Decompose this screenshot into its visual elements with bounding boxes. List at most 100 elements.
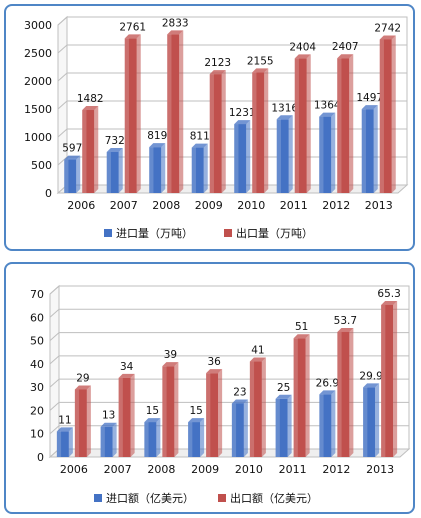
bar-top [56, 427, 73, 432]
bar-highlight [363, 387, 368, 457]
bar-top [167, 30, 184, 35]
bar-front [337, 58, 350, 193]
bar-top [74, 385, 91, 390]
bar-front [275, 398, 288, 457]
bar-side [112, 422, 117, 457]
legend: 进口额（亿美元） 出口额（亿美元） [94, 491, 318, 505]
data-label: 1231 [229, 107, 256, 119]
bar [379, 35, 396, 194]
bar-top [249, 357, 266, 362]
import-export-value-chart: 0 10 20 30 40 50 60 70 11 29 2006 13 34 2007 15 39 2008 1… [4, 262, 415, 514]
data-label: 819 [147, 130, 167, 142]
bar-highlight [162, 366, 167, 457]
x-tick-label: 2011 [280, 199, 308, 212]
bar-highlight [124, 38, 129, 193]
bar-side [391, 35, 396, 193]
bar [337, 327, 354, 457]
bar-front [381, 304, 394, 457]
y-tick-label: 30 [30, 381, 44, 394]
bar-front [319, 116, 332, 193]
bar-front [82, 110, 95, 193]
bar [188, 418, 205, 457]
bar [82, 106, 99, 193]
x-tick-label: 2009 [191, 463, 219, 476]
data-label: 1497 [356, 92, 383, 104]
bar-front [149, 147, 162, 193]
x-tick-label: 2012 [322, 463, 350, 476]
bar-side [136, 34, 141, 193]
bar [106, 148, 123, 193]
data-label: 51 [295, 321, 308, 333]
x-tick-label: 2008 [152, 199, 180, 212]
data-label: 811 [190, 131, 210, 143]
bar-highlight [337, 58, 342, 193]
bar-front [118, 377, 131, 457]
bar-highlight [82, 110, 87, 193]
gridline [57, 72, 407, 82]
bar-side [94, 106, 99, 193]
bar-side [118, 148, 123, 193]
bar-highlight [144, 422, 149, 457]
bar-highlight [100, 426, 105, 457]
legend-label: 出口量（万吨） [236, 226, 313, 240]
bar-side [130, 373, 135, 457]
bar-highlight [337, 331, 342, 457]
data-label: 597 [62, 143, 82, 155]
bar-highlight [275, 398, 280, 457]
bar [209, 70, 226, 193]
bar-highlight [188, 422, 193, 457]
bar-top [361, 105, 378, 110]
bar [337, 54, 354, 193]
gridline [57, 16, 407, 26]
bar-front [106, 152, 119, 193]
bar-side [261, 357, 266, 457]
legend: 进口量（万吨） 出口量（万吨） [104, 226, 313, 240]
data-label: 2123 [204, 57, 231, 69]
bar-side [221, 70, 226, 193]
bar [100, 422, 117, 457]
bar-highlight [234, 124, 239, 193]
bar-front [64, 159, 77, 193]
bar-highlight [56, 431, 62, 457]
bar [234, 120, 251, 193]
bar-front [124, 38, 137, 193]
bar-highlight [149, 147, 154, 193]
bar-front [74, 389, 87, 457]
bar-highlight [74, 389, 80, 457]
bar-front [188, 422, 201, 457]
bar [249, 357, 266, 457]
bar-top [106, 148, 123, 153]
bar-front [206, 373, 219, 457]
y-tick-label: 1000 [24, 131, 52, 144]
bar-top [149, 143, 166, 148]
bar-side [349, 54, 354, 193]
bar-front [249, 361, 262, 457]
bar [124, 34, 141, 193]
bar-side [331, 112, 336, 193]
bar-top [118, 373, 135, 378]
bar-side [264, 68, 269, 193]
bar [191, 143, 208, 193]
data-label: 65.3 [377, 288, 400, 300]
bar [381, 300, 398, 457]
legend-swatch [224, 229, 232, 237]
y-tick-label: 70 [30, 288, 44, 301]
bar-side [349, 327, 354, 457]
bar-front [209, 74, 222, 193]
legend-label: 出口额（亿美元） [230, 491, 318, 505]
bar-highlight [381, 304, 386, 457]
x-tick-label: 2013 [365, 199, 393, 212]
x-tick-label: 2006 [67, 199, 95, 212]
bar-front [379, 39, 392, 194]
data-label: 732 [105, 135, 125, 147]
bar [252, 68, 269, 193]
x-tick-label: 2007 [110, 199, 138, 212]
bar-top [191, 143, 208, 148]
bar-top [231, 399, 248, 404]
data-label: 1364 [314, 100, 341, 112]
gridline [57, 128, 407, 138]
gridline [49, 332, 409, 341]
bar-top [64, 155, 81, 160]
y-tick-label: 40 [30, 358, 44, 371]
data-label: 53.7 [334, 315, 357, 327]
